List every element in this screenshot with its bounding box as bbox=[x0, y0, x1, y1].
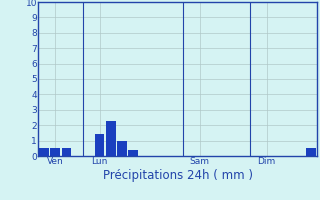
Bar bbox=[39, 148, 49, 156]
Bar bbox=[95, 134, 104, 156]
Bar bbox=[50, 148, 60, 156]
Bar bbox=[117, 141, 127, 156]
Bar bbox=[128, 150, 138, 156]
Bar bbox=[61, 148, 71, 156]
Bar bbox=[106, 121, 116, 156]
Bar bbox=[307, 148, 316, 156]
X-axis label: Précipitations 24h ( mm ): Précipitations 24h ( mm ) bbox=[103, 169, 252, 182]
